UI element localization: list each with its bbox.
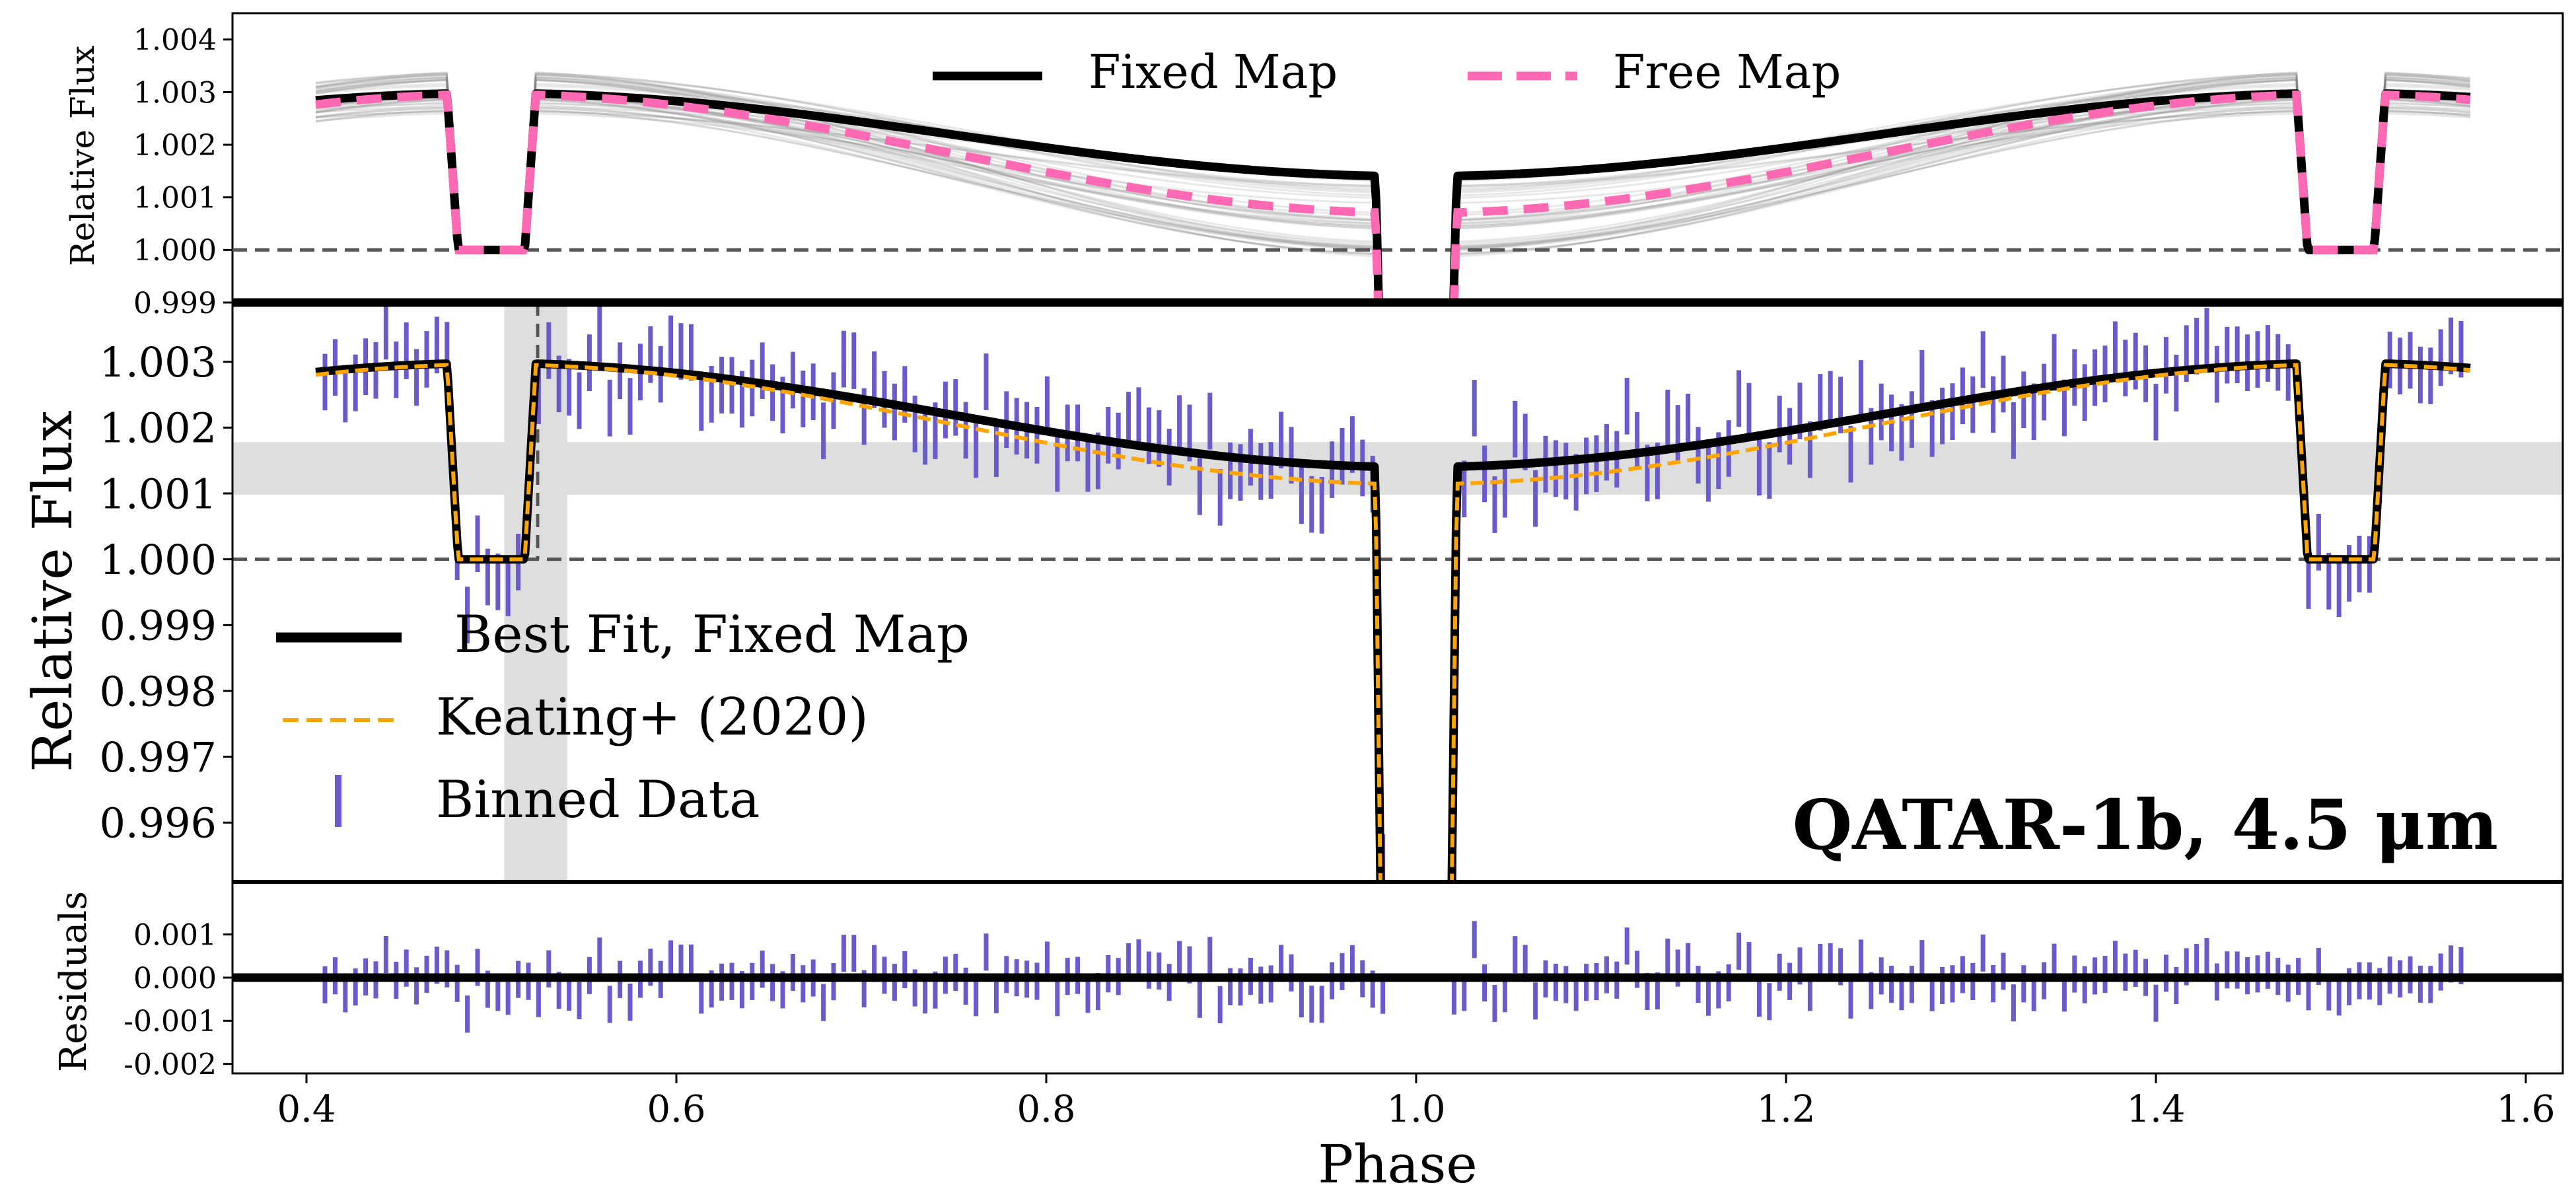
residuals-y-axis-title: Residuals bbox=[52, 891, 95, 1072]
y-tick-label: 0.998 bbox=[100, 667, 217, 715]
y-tick-label: 0.999 bbox=[133, 287, 217, 320]
middle-y-axis-title: Relative Flux bbox=[22, 410, 85, 772]
y-tick-label: 1.003 bbox=[133, 76, 217, 110]
x-axis-ticks: 0.4 0.6 0.8 1.0 1.2 1.4 1.6 bbox=[277, 1073, 2556, 1131]
x-tick-label: 0.4 bbox=[277, 1088, 336, 1131]
legend-label-fixed-map: Fixed Map bbox=[1089, 45, 1338, 99]
middle-y-ticks: 0.996 0.997 0.998 0.999 1.000 1.001 1.002 1.003 bbox=[100, 338, 233, 847]
residuals-y-ticks: 0.001 0.000 -0.001 -0.002 bbox=[124, 919, 233, 1081]
top-free-map-curve bbox=[315, 90, 2471, 303]
x-tick-label: 0.6 bbox=[647, 1088, 705, 1131]
y-tick-label: 0.997 bbox=[100, 733, 217, 781]
legend-label-best-fit: Best Fit, Fixed Map bbox=[454, 605, 970, 665]
middle-legend: Best Fit, Fixed Map Keating+ (2020) Binn… bbox=[276, 605, 970, 830]
y-tick-label: 0.996 bbox=[100, 799, 217, 847]
x-axis-title: Phase bbox=[1318, 1134, 1477, 1189]
y-tick-label: 1.002 bbox=[100, 404, 217, 452]
planet-band-annotation: QATAR-1b, 4.5 μm bbox=[1793, 784, 2498, 865]
legend-label-binned-data: Binned Data bbox=[436, 770, 760, 830]
top-panel: 0.999 1.000 1.001 1.002 1.003 1.004 Relative … bbox=[63, 12, 2564, 320]
top-y-axis-title: Relative Flux bbox=[63, 46, 102, 266]
residuals-panel: 0.001 0.000 -0.001 -0.002 Residuals bbox=[52, 881, 2564, 1081]
y-tick-label: 0.001 bbox=[133, 919, 217, 953]
x-tick-label: 0.8 bbox=[1017, 1088, 1075, 1131]
legend-label-free-map: Free Map bbox=[1613, 45, 1841, 99]
middle-panel: 0.996 0.997 0.998 0.999 1.000 1.001 1.002 1.003… bbox=[22, 301, 2564, 883]
y-tick-label: 1.000 bbox=[133, 234, 217, 268]
y-tick-label: 1.004 bbox=[133, 24, 217, 57]
depth-shaded-band bbox=[233, 442, 2563, 495]
keating-2020-curve bbox=[315, 363, 2471, 882]
legend-label-keating: Keating+ (2020) bbox=[436, 688, 869, 747]
y-tick-label: 1.002 bbox=[133, 129, 217, 162]
y-tick-label: -0.002 bbox=[124, 1048, 217, 1081]
y-tick-label: 1.003 bbox=[100, 338, 217, 386]
y-tick-label: 1.001 bbox=[133, 182, 217, 215]
x-tick-label: 1.0 bbox=[1386, 1088, 1445, 1131]
y-tick-label: 1.000 bbox=[100, 536, 217, 584]
top-y-ticks: 0.999 1.000 1.001 1.002 1.003 1.004 bbox=[133, 24, 233, 320]
top-legend: Fixed Map Free Map bbox=[933, 45, 1841, 99]
top-panel-frame bbox=[231, 12, 2564, 304]
x-tick-label: 1.4 bbox=[2126, 1088, 2185, 1131]
y-tick-label: 1.001 bbox=[100, 470, 217, 518]
y-tick-label: 0.000 bbox=[133, 962, 217, 995]
x-tick-label: 1.2 bbox=[1756, 1088, 1815, 1131]
y-tick-label: -0.001 bbox=[124, 1005, 217, 1038]
x-tick-label: 1.6 bbox=[2496, 1088, 2555, 1131]
y-tick-label: 0.999 bbox=[100, 602, 217, 650]
